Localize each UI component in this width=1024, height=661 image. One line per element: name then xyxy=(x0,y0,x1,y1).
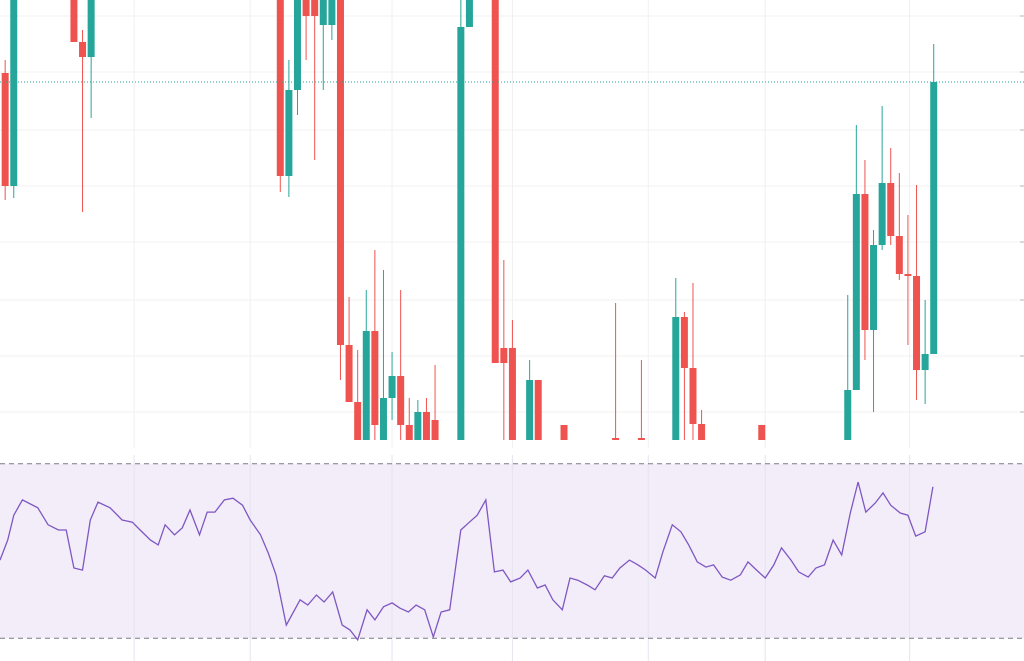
candle-body xyxy=(930,82,938,354)
candle-body xyxy=(414,412,422,440)
candle-body xyxy=(328,0,336,25)
rsi-line xyxy=(0,481,934,642)
candle-body xyxy=(10,0,18,186)
price-pane xyxy=(0,0,1024,448)
candle-body xyxy=(913,276,921,370)
candle-body xyxy=(852,194,860,390)
candle-body xyxy=(465,0,473,27)
candle-body xyxy=(388,376,396,398)
candle-body xyxy=(336,0,344,345)
candle-body xyxy=(79,42,87,57)
candle-body xyxy=(534,380,542,440)
candle-body xyxy=(560,425,568,440)
candle-body xyxy=(672,317,680,440)
candle-body xyxy=(397,376,405,425)
candle-body xyxy=(491,0,499,363)
candle-body xyxy=(422,412,430,440)
candle-body xyxy=(1,73,9,186)
candle-body xyxy=(844,390,852,440)
candle-body xyxy=(870,245,878,330)
candle-body xyxy=(698,424,706,440)
candle-body xyxy=(758,425,766,440)
candle-body xyxy=(70,0,78,42)
candle-body xyxy=(904,274,912,276)
rsi-pane xyxy=(0,455,1024,661)
candle-body xyxy=(379,398,387,440)
candle-body xyxy=(526,380,534,440)
candle-body xyxy=(612,438,620,440)
candle-body xyxy=(878,183,886,245)
candle-body xyxy=(689,368,697,424)
candle-body xyxy=(431,420,439,440)
candle-body xyxy=(87,0,95,57)
candle-body xyxy=(895,236,903,274)
candle-body xyxy=(302,0,310,16)
candle-body xyxy=(293,0,301,90)
candle-body xyxy=(680,317,688,368)
candle-body xyxy=(637,438,645,440)
candle-body xyxy=(311,0,319,16)
candle-body xyxy=(405,425,413,440)
candle-body xyxy=(285,90,293,176)
candle-body xyxy=(508,348,516,440)
candle-body xyxy=(345,345,353,402)
candle-body xyxy=(371,331,379,425)
candle-body xyxy=(362,331,370,440)
candle-body xyxy=(500,348,508,363)
candle-body xyxy=(861,194,869,330)
candle-body xyxy=(319,0,327,25)
candle-body xyxy=(276,0,284,176)
candle-body xyxy=(887,183,895,236)
candle-body xyxy=(921,354,929,370)
candle-body xyxy=(457,27,465,440)
candle-body xyxy=(354,402,362,440)
